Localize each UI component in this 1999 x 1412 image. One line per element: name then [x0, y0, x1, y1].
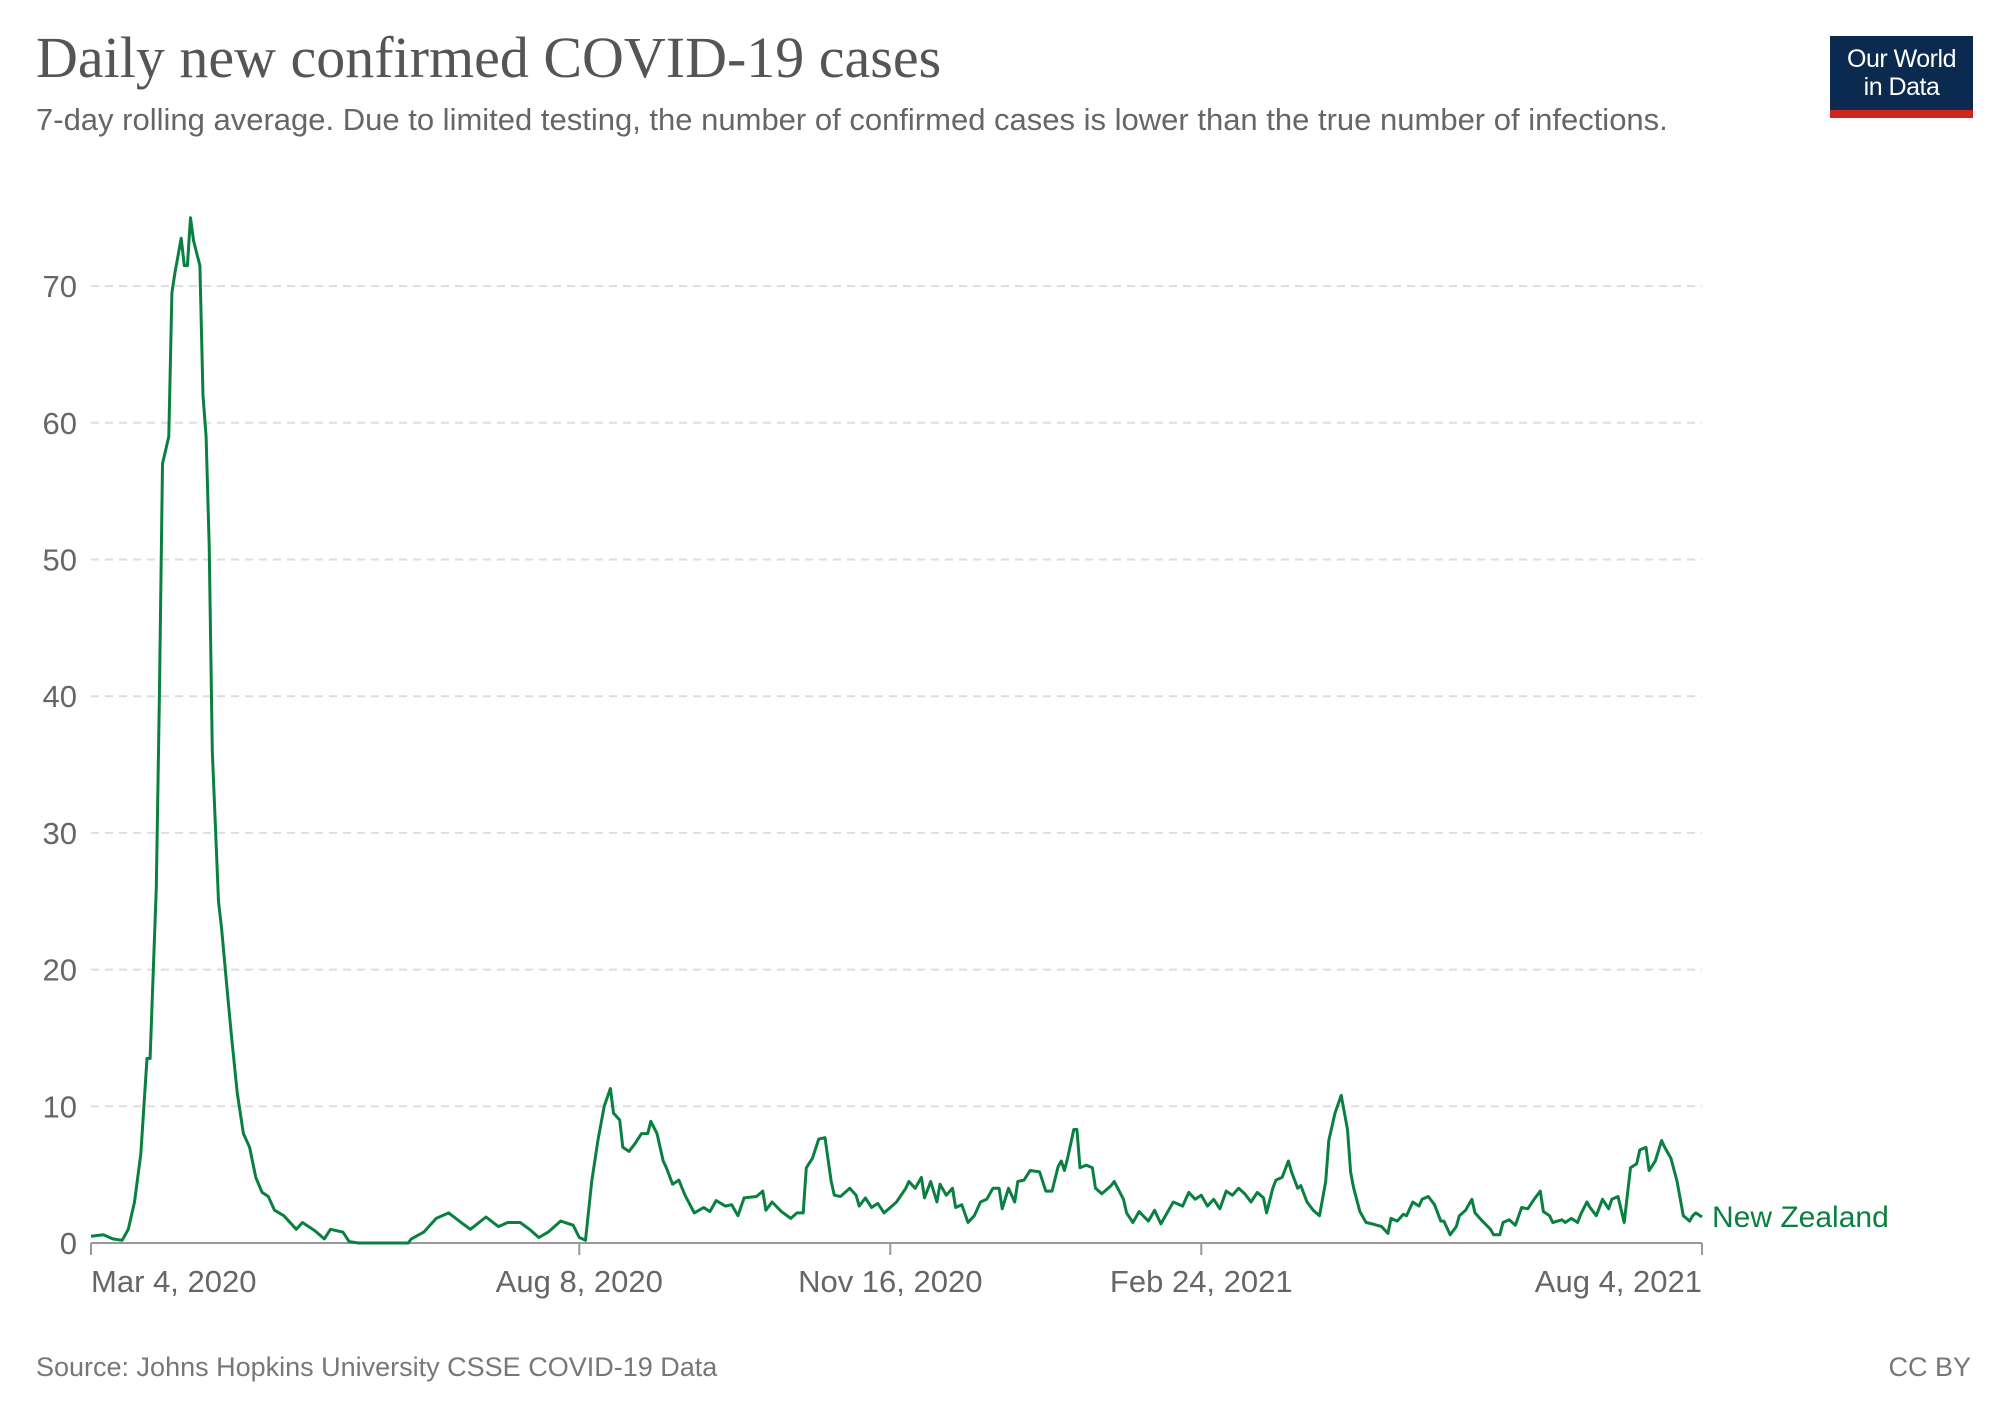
logo-line-1: Our World: [1847, 45, 1956, 73]
x-tick-label: Feb 24, 2021: [1110, 1264, 1293, 1299]
y-axis: 0 10 20 30 40 50 60 70: [43, 269, 77, 1261]
series-layer: New Zealand: [90, 216, 1889, 1245]
y-tick-label: 70: [43, 269, 77, 304]
x-axis: Mar 4, 2020 Aug 8, 2020 Nov 16, 2020 Feb 24…: [90, 1242, 1703, 1299]
chart-subtitle: 7-day rolling average. Due to limited te…: [36, 102, 1668, 137]
y-tick-label: 30: [43, 816, 77, 851]
gridlines: [91, 285, 1702, 1108]
y-tick-label: 0: [60, 1226, 77, 1261]
x-tick-label: Aug 4, 2021: [1535, 1264, 1702, 1299]
logo-line-2: in Data: [1863, 73, 1940, 101]
owid-logo[interactable]: Our World in Data: [1830, 36, 1973, 118]
y-tick-label: 10: [43, 1089, 77, 1124]
y-tick-label: 20: [43, 953, 77, 988]
license-link[interactable]: CC BY: [1888, 1352, 1971, 1382]
series-line-new-zealand: [90, 216, 1703, 1245]
y-tick-label: 60: [43, 406, 77, 441]
series-label: New Zealand: [1712, 1201, 1889, 1234]
source-note[interactable]: Source: Johns Hopkins University CSSE CO…: [36, 1352, 718, 1382]
y-tick-label: 50: [43, 543, 77, 578]
x-tick-label: Aug 8, 2020: [496, 1264, 663, 1299]
x-tick-label: Nov 16, 2020: [798, 1264, 982, 1299]
y-tick-label: 40: [43, 679, 77, 714]
x-tick-label: Mar 4, 2020: [91, 1264, 256, 1299]
chart-title: Daily new confirmed COVID-19 cases: [36, 25, 942, 90]
